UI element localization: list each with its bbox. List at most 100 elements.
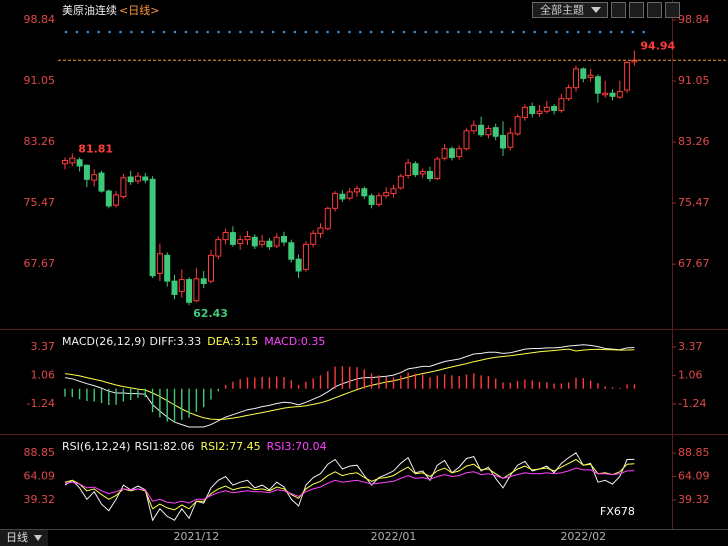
price-annotation: 81.81	[78, 142, 113, 155]
marker-dot	[631, 30, 635, 34]
marker-dot	[64, 30, 68, 34]
candle-body	[427, 171, 433, 180]
legend-entry: DIFF:3.33	[150, 335, 202, 348]
tab-label[interactable]: 日线	[6, 530, 28, 544]
marker-dot	[315, 30, 319, 34]
candle-body	[521, 106, 528, 118]
candle-body	[178, 279, 185, 292]
candle-body	[229, 232, 236, 245]
candle-body	[602, 92, 609, 96]
y-tick-label-right: 1.06	[678, 369, 703, 382]
marker-dot	[620, 30, 624, 34]
candle-body	[237, 239, 244, 245]
candle-body	[273, 236, 280, 247]
candle-body	[375, 195, 382, 205]
candle-body	[616, 91, 623, 98]
candle-body	[536, 110, 543, 115]
candle-body	[171, 280, 178, 295]
candle-body	[83, 164, 90, 180]
marker-dot	[130, 30, 133, 34]
marker-dot	[282, 30, 286, 34]
candle-body	[339, 193, 346, 200]
y-tick-label-right: 75.47	[678, 196, 710, 209]
candle-body	[361, 188, 368, 197]
tool-button[interactable]	[611, 2, 626, 18]
y-tick-label: 3.37	[31, 340, 56, 353]
marker-dot	[577, 30, 580, 34]
candle-body	[281, 236, 287, 243]
marker-dot	[369, 30, 373, 34]
candle-body	[76, 159, 83, 167]
candle-body	[186, 279, 193, 303]
marker-dot	[609, 30, 613, 34]
candle-body	[485, 127, 492, 136]
marker-dot	[239, 30, 242, 34]
candle-body	[543, 106, 550, 112]
candle-body	[310, 232, 317, 245]
candle-body	[587, 74, 594, 79]
candle-body	[470, 124, 477, 132]
candle-body	[412, 163, 419, 176]
dropdown-arrow[interactable]	[591, 7, 601, 13]
candle-body	[346, 191, 353, 199]
candle-body	[594, 76, 601, 94]
y-tick-label: 67.67	[24, 257, 56, 270]
marker-dot	[522, 30, 526, 34]
candle-body	[332, 192, 339, 209]
tool-button[interactable]	[665, 2, 680, 18]
candle-body	[478, 124, 485, 136]
marker-dot	[468, 30, 471, 34]
price-annotation: 94.94	[640, 40, 675, 53]
candle-body	[193, 278, 200, 302]
theme-menu-label[interactable]: 全部主题	[540, 3, 584, 17]
candle-body	[456, 148, 463, 158]
marker-dot	[598, 30, 602, 34]
candle-body	[127, 176, 134, 183]
tab[interactable]	[0, 530, 48, 546]
candle-body	[441, 148, 448, 159]
candle-body	[62, 160, 68, 165]
marker-dot	[195, 30, 199, 34]
y-tick-label: 83.26	[24, 135, 56, 148]
marker-dot	[293, 30, 297, 34]
candle-body	[113, 194, 120, 206]
marker-dot	[217, 30, 220, 34]
y-tick-label: 91.05	[24, 74, 56, 87]
legend-entry: RSI1:82.06	[134, 440, 194, 453]
legend-entry: RSI3:70.04	[267, 440, 327, 453]
marker-dot	[457, 30, 460, 34]
candle-body	[573, 68, 579, 89]
x-tick-label: 2022/01	[371, 530, 417, 543]
watermark: FX678	[600, 505, 635, 518]
tool-button[interactable]	[629, 2, 644, 18]
y-tick-label-right: 91.05	[678, 74, 710, 87]
candle-body	[266, 240, 273, 248]
period-selector[interactable]: <日线>	[119, 3, 159, 17]
marker-dot	[206, 30, 209, 34]
candle-body	[295, 258, 302, 272]
tool-button[interactable]	[647, 2, 662, 18]
marker-dot	[108, 30, 111, 34]
candle-body	[317, 227, 324, 234]
y-tick-label-right: 39.32	[678, 493, 710, 506]
candle-body	[558, 98, 565, 111]
candle-body	[507, 132, 514, 148]
marker-dot	[97, 30, 100, 34]
instrument-name: 美原油连续	[62, 3, 117, 17]
theme-menu[interactable]	[532, 2, 608, 18]
tab-arrow[interactable]	[34, 535, 42, 541]
marker-dot	[141, 30, 144, 34]
marker-dot	[533, 30, 536, 34]
candle-body	[164, 254, 171, 282]
indicator-title: RSI(6,12,24)	[62, 440, 130, 453]
candle-body	[624, 62, 631, 91]
y-tick-label: 88.85	[24, 446, 56, 459]
marker-dot	[500, 30, 504, 34]
y-tick-label-right: -1.24	[678, 397, 706, 410]
marker-dot	[184, 30, 188, 34]
indicator-line	[64, 467, 635, 504]
marker-dot	[402, 30, 406, 34]
marker-dot	[119, 30, 122, 34]
y-tick-label: 75.47	[24, 196, 56, 209]
